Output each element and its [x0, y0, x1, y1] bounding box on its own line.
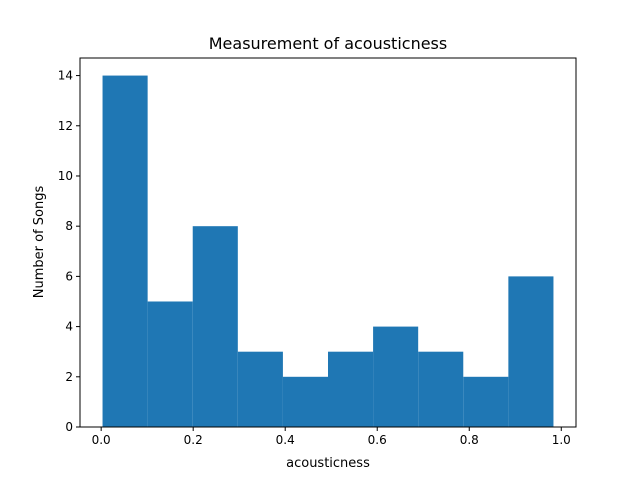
histogram-bar-4 — [282, 376, 328, 427]
x-tick-label: 0.8 — [460, 433, 479, 447]
histogram-bar-0 — [102, 75, 148, 428]
plot-frame — [79, 57, 577, 428]
x-tick-label: 1.0 — [552, 433, 571, 447]
y-axis-ticks: 0 2 4 6 8 10 12 14 — [58, 69, 80, 434]
histogram-bar-7 — [418, 351, 464, 427]
histogram-bar-1 — [147, 301, 193, 427]
x-tick-label: 0.6 — [368, 433, 387, 447]
y-tick-label: 10 — [58, 169, 73, 183]
y-tick-label: 0 — [65, 420, 73, 434]
histogram-bar-9 — [508, 276, 554, 427]
histogram-bar-8 — [463, 376, 509, 427]
x-tick-label: 0.0 — [92, 433, 111, 447]
histogram-bar-3 — [237, 351, 283, 427]
y-tick-label: 14 — [58, 69, 73, 83]
x-tick-label: 0.4 — [276, 433, 295, 447]
bars-group — [102, 75, 554, 428]
y-tick-label: 12 — [58, 119, 73, 133]
x-axis-label: acousticness — [286, 456, 370, 471]
y-axis-label: Number of Songs — [32, 186, 47, 299]
chart-title: Measurement of acousticness — [209, 34, 447, 53]
histogram-bar-6 — [373, 326, 419, 427]
x-axis-ticks: 0.0 0.2 0.4 0.6 0.8 1.0 — [92, 427, 571, 447]
histogram-bar-5 — [328, 351, 374, 427]
x-tick-label: 0.2 — [184, 433, 203, 447]
y-tick-label: 6 — [65, 269, 73, 283]
y-tick-label: 4 — [65, 320, 73, 334]
y-tick-label: 8 — [65, 219, 73, 233]
y-tick-label: 2 — [65, 370, 73, 384]
histogram-bar-2 — [192, 226, 238, 427]
